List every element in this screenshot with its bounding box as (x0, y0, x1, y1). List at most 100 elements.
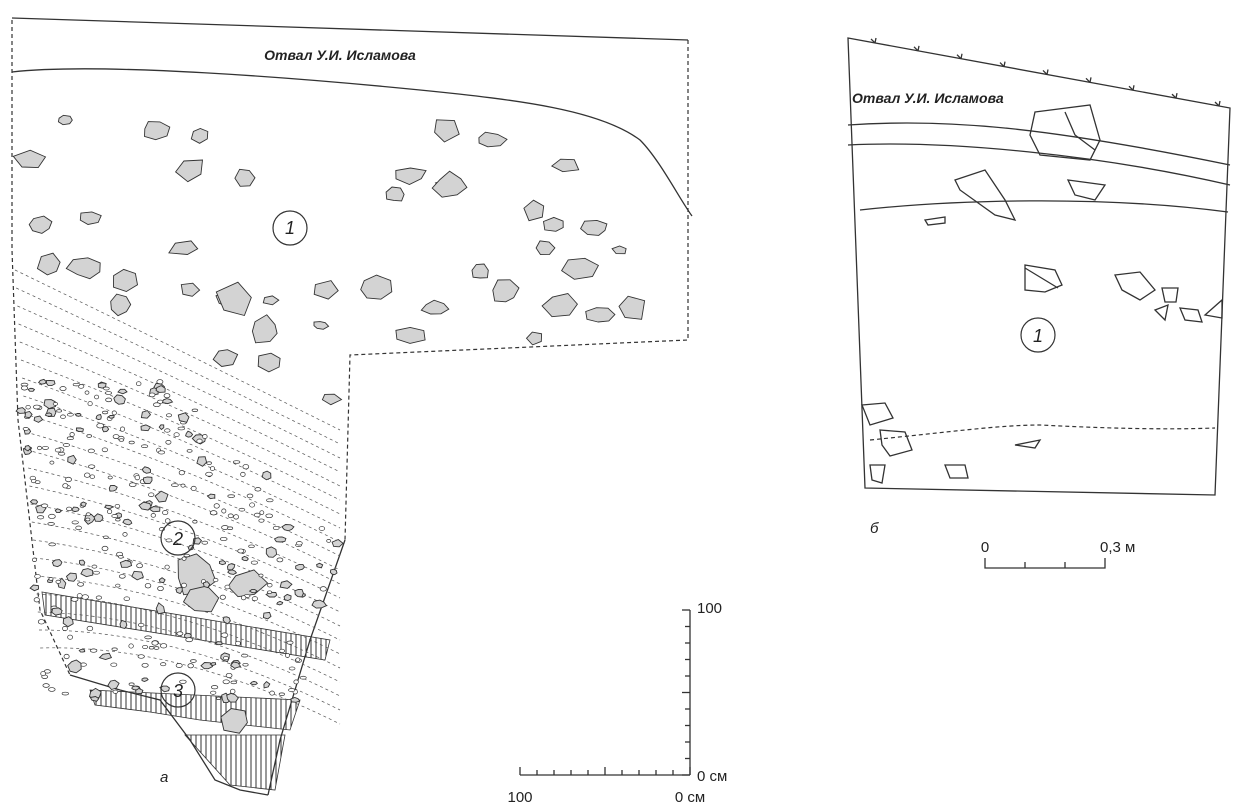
pebble (141, 662, 149, 668)
pebble (105, 391, 112, 395)
pebble (293, 679, 299, 685)
stone (29, 499, 39, 505)
pebble (37, 445, 42, 451)
pebble (205, 471, 213, 477)
pebble (71, 520, 79, 525)
stone (234, 168, 256, 187)
pebble (118, 554, 124, 559)
lens-line (24, 413, 341, 543)
pebble (141, 444, 149, 449)
stone (54, 508, 62, 514)
stone (227, 569, 269, 598)
stone (294, 589, 304, 598)
pebble (185, 637, 194, 643)
stone (290, 697, 301, 703)
hatched-band (89, 689, 301, 731)
stone (261, 470, 272, 481)
layer-circle (160, 520, 196, 556)
stone (214, 641, 223, 646)
hatched-band (184, 734, 286, 791)
dump-label: Отвал У.И. Исламова (264, 47, 416, 63)
pebble (136, 563, 143, 569)
pebble (240, 595, 247, 601)
stone (37, 378, 47, 385)
stone (89, 696, 100, 702)
pebble (94, 394, 100, 400)
stone (65, 572, 78, 582)
pebble (279, 648, 285, 653)
stone (523, 199, 545, 222)
pebble (318, 526, 326, 531)
pebble (266, 498, 274, 503)
pebble (152, 402, 161, 408)
stone (321, 393, 343, 406)
pebble (49, 460, 55, 465)
stone (24, 410, 33, 419)
pebble (233, 514, 239, 520)
pebble (48, 513, 56, 519)
pebble (112, 689, 119, 694)
excavation-edge (344, 40, 689, 541)
stone (611, 245, 627, 255)
pebble (249, 502, 255, 508)
pebble (181, 582, 187, 588)
pebble (128, 482, 137, 488)
stone (492, 279, 520, 303)
stone (27, 387, 36, 392)
lens-line (29, 485, 341, 599)
stone (135, 687, 144, 695)
pebble (37, 515, 45, 520)
stone (80, 568, 94, 578)
pebble (295, 657, 301, 662)
boundary (847, 143, 1231, 186)
stone (618, 295, 646, 320)
stone (248, 588, 258, 594)
pebble (70, 597, 79, 602)
pebble (52, 402, 58, 406)
pebble (213, 503, 220, 509)
layer-circle (1020, 317, 1056, 353)
stone (148, 506, 161, 513)
stone (215, 281, 252, 317)
stone (313, 321, 330, 330)
pebble (103, 535, 109, 539)
stone (185, 430, 194, 438)
pebble (211, 685, 219, 690)
stone (138, 501, 152, 511)
pebble (111, 647, 118, 651)
stone (143, 476, 153, 484)
pebble (107, 475, 113, 480)
stone (158, 577, 166, 584)
pebble (267, 582, 273, 588)
boundary (847, 122, 1231, 166)
scale-label: 100 (507, 789, 532, 806)
stone (209, 662, 217, 666)
pebble (66, 506, 73, 512)
stone (174, 159, 204, 183)
ground-surface (11, 68, 693, 217)
stone (113, 268, 138, 292)
pebble (34, 480, 41, 484)
pebble (219, 536, 228, 542)
stone (65, 257, 101, 280)
grass-mark (870, 37, 877, 44)
pebble (221, 508, 227, 514)
pebble (164, 518, 171, 524)
stone (144, 121, 171, 141)
pebble (96, 423, 105, 429)
pebble (85, 512, 91, 517)
pebble (248, 544, 255, 549)
stone (177, 412, 190, 423)
pebble (220, 632, 229, 638)
pebble (115, 518, 121, 522)
pebble (107, 509, 113, 515)
stone (33, 415, 44, 423)
stone (222, 616, 231, 625)
pebble (165, 413, 173, 418)
pebble (225, 672, 233, 679)
stone (67, 454, 77, 465)
pebble (180, 483, 186, 488)
pebble (42, 683, 50, 688)
stone (97, 382, 107, 389)
